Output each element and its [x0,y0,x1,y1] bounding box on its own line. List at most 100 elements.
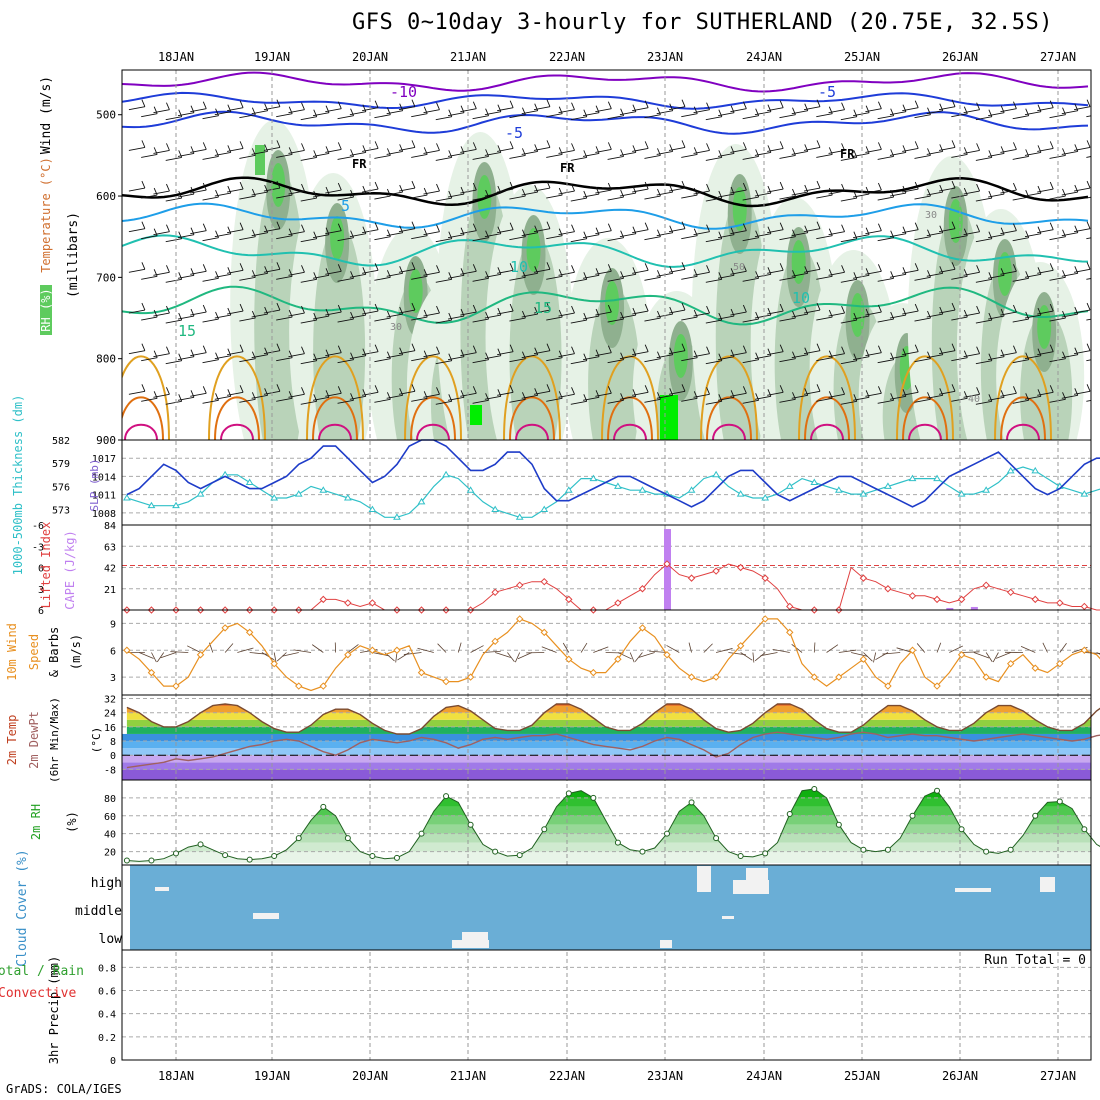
wind-barb [227,188,244,193]
wind-barb [141,357,158,362]
wind-barb [803,146,821,151]
wind-barb-flag [472,304,477,313]
surface-wind-barb [973,652,990,659]
wind-barb [521,272,538,277]
rh2m-band [126,833,1091,843]
wind10-line-marker [736,642,745,650]
wind-barb [435,319,452,324]
date-label-bottom: 21JAN [450,1069,486,1083]
warm-contour [902,396,948,440]
thickness-line-marker [957,490,966,497]
wind-barb [1024,151,1042,156]
warm-contour [798,355,856,440]
slp-ylabel: SLP (mb) [88,459,101,512]
thickness-line-marker [736,490,745,497]
date-label-top: 21JAN [450,50,486,64]
wind-barb [312,274,330,279]
wind-barb [1037,147,1054,152]
wind-barb [668,228,686,233]
wind-barb [595,148,612,153]
surface-wind-barb [760,652,778,657]
wind-barb-flag [706,224,710,232]
wind-barb [484,151,501,156]
temp-cold-band [122,769,1091,780]
temp-contour-5 [122,202,1089,230]
warm-contour [1006,423,1040,440]
wind-barb [251,313,268,318]
wind-barb-flag [644,344,649,352]
wind-barb [1024,273,1042,278]
wind-barb [853,193,870,198]
wind-barb [128,106,145,111]
wind-barb [239,154,256,159]
wind-tick: 9 [110,619,116,630]
wind-barb [435,278,452,283]
wind-barb [546,275,563,280]
wind-barb [926,313,943,318]
wind-barb [497,310,514,315]
wind-barb [1012,359,1029,364]
wind-barb [619,273,636,278]
wind-barb-flag [779,181,784,190]
wind10-line-marker [712,673,720,681]
wind-barb [619,395,636,400]
wind-barb [1037,229,1054,234]
thickness-line-marker [589,474,598,482]
wind-barb [288,312,305,317]
wind-barb [1073,390,1091,395]
rh2m-line-marker [320,803,327,810]
slp-tick: 1014 [92,472,116,483]
wind-barb [398,390,416,395]
contour-label: -5 [818,83,836,101]
temp-contour-10 [122,234,1089,268]
wind-barb-flag [239,181,244,190]
contour-label: 40 [968,394,980,405]
wind-barb [828,271,845,276]
wind-barb [668,146,686,151]
rh2m-line-marker [909,812,916,819]
wind-barb-flag [166,387,170,395]
surface-wind-barb [634,652,643,662]
surface-wind-barb [170,651,189,653]
wind-barb [202,155,219,160]
wind-barb [988,274,1005,279]
wind-barb-flag [951,384,956,392]
wind-barb [411,275,428,280]
wind-barb [190,270,207,275]
wind-barb [742,318,759,323]
thickness-line-marker [294,490,303,497]
surface-wind-barb [688,642,692,653]
surface-wind-barb [826,644,839,653]
warm-contour [208,355,266,440]
wind-barb-flag [301,224,305,232]
rh2m-line-marker [934,787,941,794]
wind-barb-flag [816,302,821,311]
cloud-clear-cell [746,868,768,880]
wind-barb-flag [202,182,207,191]
wind10-line-marker [663,651,671,659]
wind-barb-flag [202,304,207,313]
thickness-line-marker [687,486,696,493]
surface-wind-barb [949,645,964,653]
surface-wind-barb [311,644,324,653]
wind-barb [312,356,330,361]
wind-barb [1086,318,1091,321]
run-total-label: Run Total = 0 [984,953,1086,968]
wind-barb [288,353,305,358]
temp-tick: 24 [104,709,116,720]
precip-total-label: Total / Rain [0,964,84,979]
date-label-top: 20JAN [352,50,388,64]
wind-barb [914,317,931,322]
wind-barb-flag [436,102,440,110]
wind-barb-flag [681,180,686,189]
wind-barb-flag [411,180,416,189]
wind-barb [816,316,833,321]
wind-barb-flag [571,305,575,314]
wind-barb [1086,115,1091,118]
wind-barb [963,149,980,154]
wind-barb [546,194,563,199]
wind-barb [754,151,772,156]
temp2m-line [126,703,1100,735]
wind-barb [644,195,661,200]
wind-barb [398,228,416,233]
